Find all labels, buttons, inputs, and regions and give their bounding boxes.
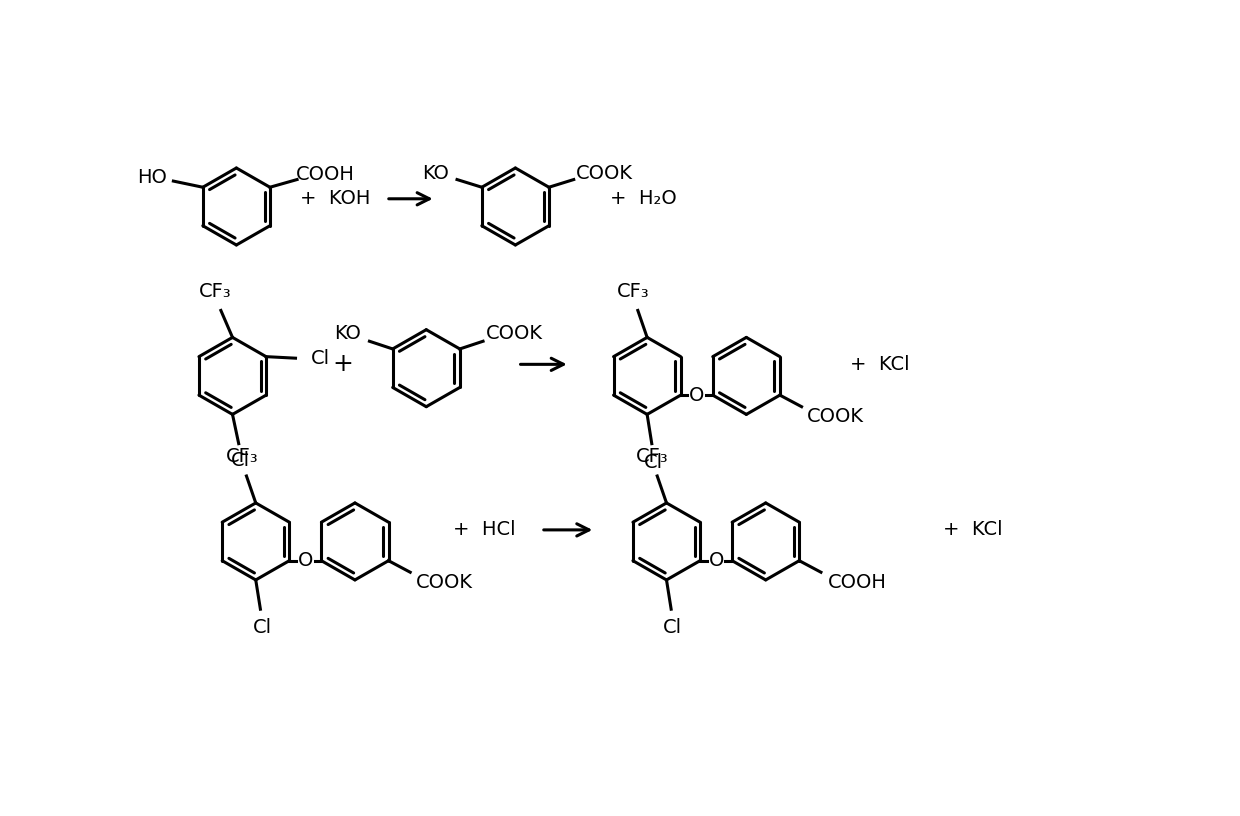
Text: Cl: Cl	[311, 348, 330, 368]
Text: CF₃: CF₃	[616, 282, 650, 300]
Text: Cl: Cl	[663, 619, 682, 637]
Text: CF₃: CF₃	[226, 447, 258, 466]
Text: Cl: Cl	[253, 619, 272, 637]
Text: +: +	[332, 353, 353, 376]
Text: KO: KO	[335, 324, 361, 343]
Text: HO: HO	[138, 168, 167, 187]
Text: COOK: COOK	[486, 324, 543, 343]
Text: CF₃: CF₃	[200, 282, 232, 300]
Text: +  H₂O: + H₂O	[610, 189, 677, 208]
Text: O: O	[298, 551, 312, 570]
Text: COOK: COOK	[807, 407, 864, 426]
Text: O: O	[708, 551, 724, 570]
Text: CF₃: CF₃	[636, 447, 668, 466]
Text: COOH: COOH	[296, 165, 355, 184]
Text: KO: KO	[422, 164, 449, 183]
Text: +  KCl: + KCl	[849, 355, 909, 374]
Text: +  KCl: + KCl	[942, 521, 1002, 539]
Text: COOK: COOK	[415, 573, 472, 592]
Text: +  KOH: + KOH	[300, 189, 370, 208]
Text: O: O	[689, 386, 704, 405]
Text: Cl: Cl	[644, 453, 663, 472]
Text: Cl: Cl	[231, 451, 249, 470]
Text: COOK: COOK	[577, 164, 634, 183]
Text: +  HCl: + HCl	[453, 521, 516, 539]
Text: COOH: COOH	[828, 573, 887, 592]
